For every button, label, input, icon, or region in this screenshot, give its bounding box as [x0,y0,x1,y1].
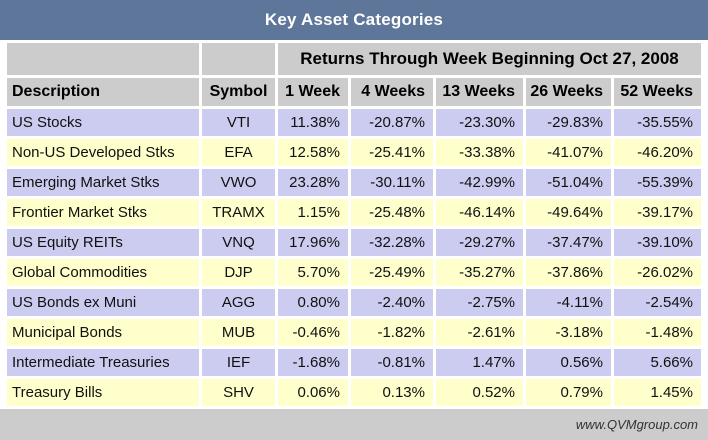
cell-description: Global Commodities [7,259,199,286]
cell-value: -29.83% [526,109,611,136]
cell-value: -37.47% [526,229,611,256]
cell-value: -1.48% [614,319,701,346]
cell-value: 1.47% [436,349,523,376]
cell-value: -0.46% [278,319,348,346]
returns-period-header: Returns Through Week Beginning Oct 27, 2… [278,43,701,75]
cell-value: -1.82% [351,319,433,346]
column-header-1week: 1 Week [278,78,348,106]
column-header-4weeks: 4 Weeks [351,78,433,106]
cell-description: US Stocks [7,109,199,136]
cell-value: -30.11% [351,169,433,196]
cell-value: 11.38% [278,109,348,136]
cell-value: 0.06% [278,379,348,406]
cell-symbol: EFA [202,139,275,166]
cell-value: -29.27% [436,229,523,256]
table-row: US Stocks VTI 11.38% -20.87% -23.30% -29.83% -… [7,109,701,136]
cell-description: Frontier Market Stks [7,199,199,226]
table-row: US Equity REITs VNQ 17.96% -32.28% -29.27% -3… [7,229,701,256]
cell-value: 1.15% [278,199,348,226]
cell-description: US Equity REITs [7,229,199,256]
cell-value: -33.38% [436,139,523,166]
column-header-symbol: Symbol [202,78,275,106]
column-header-row: Description Symbol 1 Week 4 Weeks 13 Wee… [7,78,701,106]
cell-description: Treasury Bills [7,379,199,406]
cell-symbol: AGG [202,289,275,316]
table-row: Non-US Developed Stks EFA 12.58% -25.41% -33… [7,139,701,166]
cell-value: -3.18% [526,319,611,346]
cell-value: 23.28% [278,169,348,196]
cell-value: 5.66% [614,349,701,376]
cell-value: -4.11% [526,289,611,316]
table-row: US Bonds ex Muni AGG 0.80% -2.40% -2.75% -4.1… [7,289,701,316]
cell-value: -42.99% [436,169,523,196]
cell-value: 0.79% [526,379,611,406]
column-header-52weeks: 52 Weeks [614,78,701,106]
empty-description-cell [7,43,199,75]
column-header-26weeks: 26 Weeks [526,78,611,106]
cell-value: 5.70% [278,259,348,286]
cell-description: Municipal Bonds [7,319,199,346]
cell-value: 17.96% [278,229,348,256]
column-header-description: Description [7,78,199,106]
cell-value: -46.20% [614,139,701,166]
cell-value: -20.87% [351,109,433,136]
cell-value: -41.07% [526,139,611,166]
empty-symbol-cell [202,43,275,75]
cell-value: -35.27% [436,259,523,286]
cell-value: -2.54% [614,289,701,316]
table-row: Treasury Bills SHV 0.06% 0.13% 0.52% 0.79% 1.4… [7,379,701,406]
table-title: Key Asset Categories [0,0,708,40]
cell-value: 0.52% [436,379,523,406]
cell-value: -26.02% [614,259,701,286]
table-row: Municipal Bonds MUB -0.46% -1.82% -2.61% -3.1… [7,319,701,346]
cell-value: -46.14% [436,199,523,226]
cell-value: 12.58% [278,139,348,166]
cell-value: -35.55% [614,109,701,136]
cell-value: -2.40% [351,289,433,316]
cell-value: -25.49% [351,259,433,286]
cell-value: 0.13% [351,379,433,406]
cell-value: 0.56% [526,349,611,376]
cell-value: -55.39% [614,169,701,196]
column-header-13weeks: 13 Weeks [436,78,523,106]
table-body: US Stocks VTI 11.38% -20.87% -23.30% -29.83% -… [7,109,701,406]
cell-value: -32.28% [351,229,433,256]
cell-value: 0.80% [278,289,348,316]
table-row: Frontier Market Stks TRAMX 1.15% -25.48% -46… [7,199,701,226]
cell-value: -1.68% [278,349,348,376]
cell-symbol: TRAMX [202,199,275,226]
cell-value: -23.30% [436,109,523,136]
cell-symbol: DJP [202,259,275,286]
cell-value: -25.41% [351,139,433,166]
cell-symbol: SHV [202,379,275,406]
cell-description: Intermediate Treasuries [7,349,199,376]
cell-value: -39.10% [614,229,701,256]
cell-value: -39.17% [614,199,701,226]
table-title-text: Key Asset Categories [264,10,444,29]
cell-value: -0.81% [351,349,433,376]
returns-period-row: Returns Through Week Beginning Oct 27, 2… [7,43,701,75]
cell-value: -37.86% [526,259,611,286]
returns-table: Returns Through Week Beginning Oct 27, 2… [4,40,704,409]
cell-value: -25.48% [351,199,433,226]
cell-symbol: MUB [202,319,275,346]
cell-value: 1.45% [614,379,701,406]
cell-description: Non-US Developed Stks [7,139,199,166]
footer-bar: www.QVMgroup.com [0,409,708,440]
table-row: Emerging Market Stks VWO 23.28% -30.11% -42.… [7,169,701,196]
cell-symbol: VWO [202,169,275,196]
cell-value: -49.64% [526,199,611,226]
cell-symbol: VNQ [202,229,275,256]
cell-description: Emerging Market Stks [7,169,199,196]
cell-symbol: VTI [202,109,275,136]
cell-value: -2.75% [436,289,523,316]
table-row: Intermediate Treasuries IEF -1.68% -0.81% 1.… [7,349,701,376]
cell-description: US Bonds ex Muni [7,289,199,316]
site-url: www.QVMgroup.com [575,417,698,432]
cell-value: -51.04% [526,169,611,196]
cell-value: -2.61% [436,319,523,346]
cell-symbol: IEF [202,349,275,376]
table-row: Global Commodities DJP 5.70% -25.49% -35.27%… [7,259,701,286]
